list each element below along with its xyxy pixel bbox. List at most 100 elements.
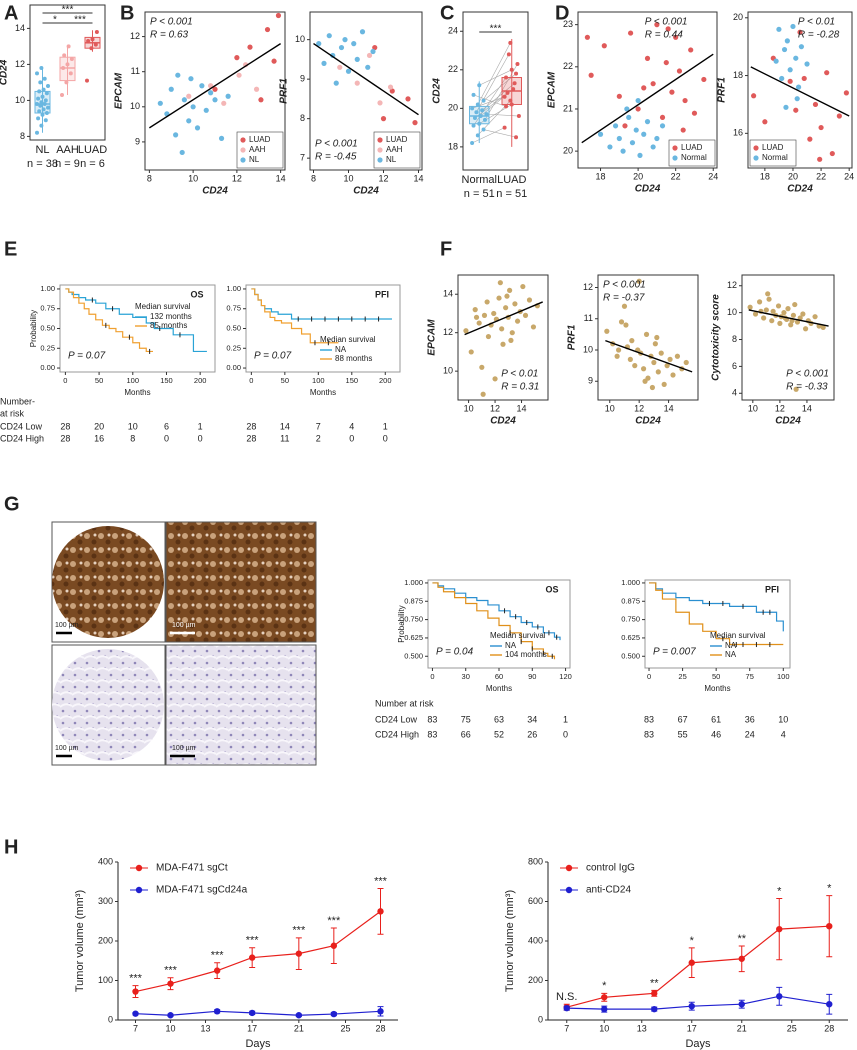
p-value: P = 0.07 [68, 351, 106, 362]
legend-label: MDA-F471 sgCt [156, 863, 228, 874]
at-risk-count: 28 [60, 433, 70, 443]
point [818, 124, 824, 131]
panel-label: B [120, 2, 134, 24]
x-tick-label: 90 [528, 672, 536, 681]
y-axis-title: Tumor volume (mm³) [74, 890, 86, 992]
y-tick-label: 20 [448, 103, 458, 113]
n-label: n = 51 [464, 188, 495, 200]
point [264, 26, 271, 33]
point [601, 994, 608, 1001]
point [776, 925, 783, 933]
tissue-core [52, 526, 164, 638]
x-axis-title: CD24 [635, 416, 661, 427]
legend-label: AAH [386, 145, 403, 154]
point [843, 90, 849, 96]
at-risk-count: 1 [383, 421, 388, 431]
x-tick-label: 10 [599, 1023, 609, 1033]
point [632, 363, 638, 369]
y-axis-title: EPCAM [114, 72, 125, 109]
y-tick-label: 1.00 [226, 284, 241, 293]
point [359, 29, 366, 35]
p-value: P = 0.07 [254, 351, 292, 362]
point [502, 94, 507, 99]
point [412, 120, 418, 126]
y-tick-label: 6 [732, 361, 737, 371]
point [802, 326, 809, 332]
x-tick-label: 18 [760, 171, 770, 181]
x-tick-label: 50 [95, 376, 103, 385]
y-axis-title: EPCAM [547, 71, 558, 108]
point [793, 386, 799, 392]
point [651, 359, 657, 366]
y-tick-label: 10 [727, 307, 737, 317]
x-tick-label: 10 [605, 403, 615, 413]
point [89, 46, 94, 51]
x-tick-label: 0 [63, 376, 67, 385]
legend-label: 85 months [150, 321, 187, 330]
point [817, 156, 823, 162]
point [779, 75, 785, 82]
point [515, 62, 520, 67]
plot-frame [741, 274, 835, 401]
y-tick-label: 0.875 [621, 596, 640, 605]
point [508, 337, 514, 343]
x-tick-label: 10 [343, 173, 353, 183]
at-risk-count: 83 [644, 714, 654, 724]
point [37, 89, 42, 94]
point [651, 1005, 658, 1013]
point [338, 44, 345, 51]
y-tick-label: 23 [563, 19, 573, 29]
point [641, 131, 647, 137]
survival-curve [65, 288, 153, 353]
legend-label: AAH [249, 145, 266, 154]
legend-marker [240, 137, 246, 143]
point [654, 334, 660, 341]
x-tick-label: 12 [378, 173, 388, 183]
legend-label: NA [725, 641, 737, 650]
point [615, 347, 622, 353]
point [484, 299, 490, 305]
at-risk-count: 28 [60, 421, 70, 431]
point [337, 64, 343, 70]
point [621, 303, 628, 309]
x-tick-label: 17 [247, 1023, 257, 1033]
point [475, 102, 480, 107]
y-tick-label: 1.00 [40, 284, 55, 293]
bracket-label: * [53, 15, 57, 26]
point [659, 123, 666, 129]
x-axis-title: Months [124, 388, 150, 397]
point [658, 350, 664, 356]
x-tick-label: 0 [249, 376, 253, 385]
stat-annotation: P < 0.001 [150, 17, 193, 28]
point [247, 44, 253, 50]
survival-curve [649, 582, 784, 632]
point [795, 84, 802, 90]
point [509, 67, 514, 72]
point [194, 125, 201, 131]
point [636, 278, 642, 284]
point [665, 26, 671, 32]
point [777, 320, 783, 326]
y-tick-label: 0.750 [404, 615, 423, 624]
point [794, 96, 800, 102]
y-tick-label: 400 [98, 856, 113, 866]
y-tick-label: 22 [563, 61, 573, 71]
point [39, 66, 44, 70]
legend-label: NA [505, 641, 517, 650]
x-tick-label: 12 [490, 403, 500, 413]
survival-curve [432, 582, 561, 641]
point [480, 391, 486, 397]
x-tick-label: 100 [312, 376, 325, 385]
point [370, 48, 376, 55]
at-risk-count: 4 [349, 421, 354, 431]
point [85, 78, 89, 83]
legend-marker [240, 157, 246, 163]
point [470, 141, 475, 146]
at-risk-count: 0 [383, 433, 388, 443]
point [234, 55, 240, 61]
point [477, 83, 482, 88]
legend-marker [753, 145, 759, 151]
significance: *** [211, 950, 225, 962]
y-tick-label: 12 [130, 31, 140, 41]
y-tick-label: 0.875 [404, 596, 423, 605]
